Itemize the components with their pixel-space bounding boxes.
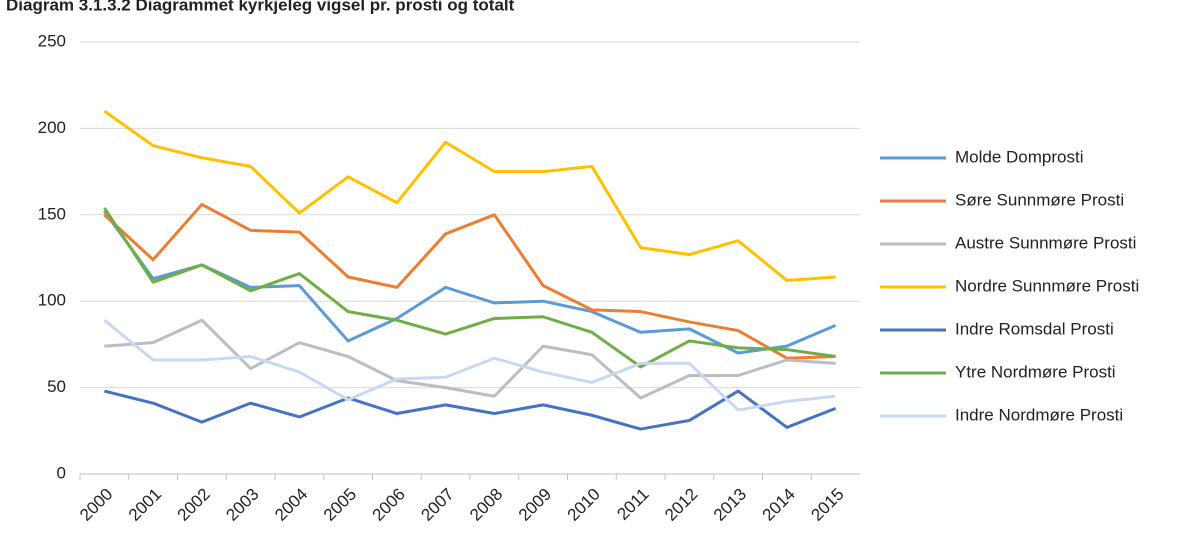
x-tick-label: 2005	[320, 485, 360, 525]
x-tick-label: 2001	[125, 485, 165, 525]
x-tick-label: 2012	[661, 485, 701, 525]
x-tick-label: 2007	[417, 485, 457, 525]
series-line	[104, 318, 836, 400]
y-tick-label: 200	[38, 118, 66, 137]
x-tick-label: 2015	[807, 485, 847, 525]
chart-title: Diagram 3.1.3.2 Diagrammet kyrkjeleg vig…	[6, 0, 515, 14]
x-tick-label: 2004	[271, 485, 311, 525]
y-tick-label: 250	[38, 31, 66, 50]
x-tick-label: 2008	[466, 485, 506, 525]
series-line	[103, 210, 837, 355]
x-tick-label: 2003	[222, 485, 262, 525]
y-tick-label: 100	[38, 291, 66, 310]
y-tick-label: 50	[47, 377, 66, 396]
legend-label: Indre Nordmøre Prosti	[955, 405, 1123, 424]
series-line	[103, 207, 836, 369]
legend-label: Molde Domprosti	[955, 147, 1084, 166]
x-tick-label: 2010	[564, 485, 604, 525]
legend-label: Søre Sunnmøre Prosti	[955, 190, 1124, 209]
x-tick-label: 2009	[515, 485, 555, 525]
x-tick-label: 2002	[174, 485, 214, 525]
x-tick-label: 2014	[759, 485, 799, 525]
legend-label: Indre Romsdal Prosti	[955, 319, 1114, 338]
x-tick-label: 2011	[613, 485, 652, 524]
series-line	[103, 109, 836, 282]
series-line	[103, 202, 836, 360]
legend-label: Nordre Sunnmøre Prosti	[955, 276, 1139, 295]
series-line	[103, 319, 836, 412]
x-tick-label: 2000	[76, 485, 116, 525]
y-tick-label: 0	[57, 463, 66, 482]
x-tick-label: 2013	[710, 485, 750, 525]
x-tick-label: 2006	[369, 485, 409, 525]
legend-label: Austre Sunnmøre Prosti	[955, 233, 1136, 252]
y-tick-label: 150	[38, 204, 66, 223]
legend-label: Ytre Nordmøre Prosti	[955, 362, 1116, 381]
series-line	[104, 389, 837, 431]
